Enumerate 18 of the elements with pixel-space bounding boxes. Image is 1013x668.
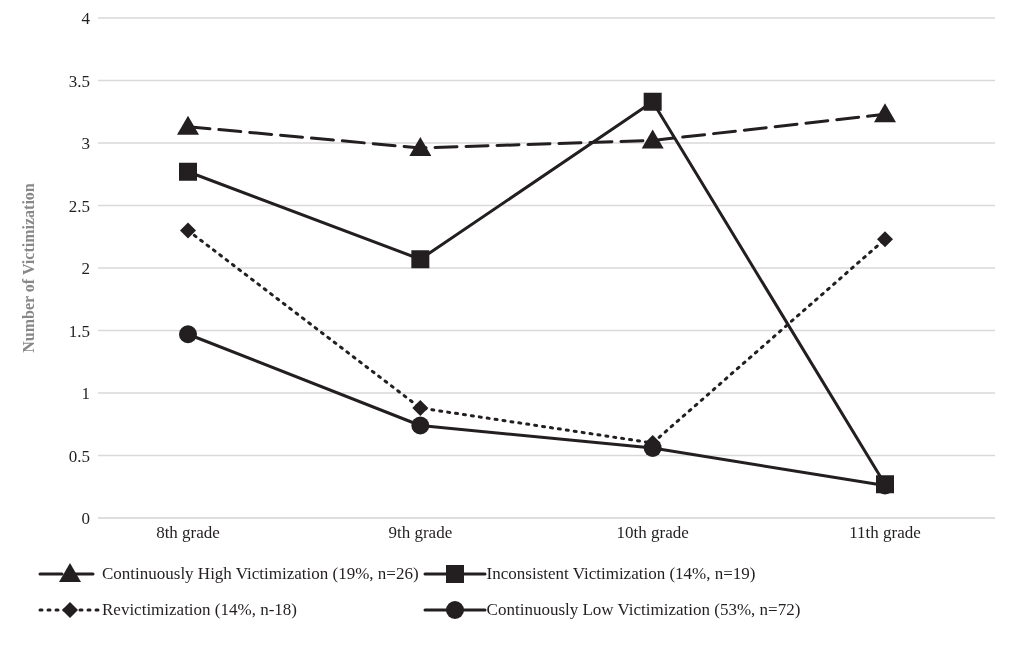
y-tick-label: 3.5 bbox=[68, 71, 90, 91]
y-tick-label: 0 bbox=[81, 509, 90, 529]
x-tick-label: 9th grade bbox=[388, 523, 453, 543]
y-axis-title: Number of Victimization bbox=[19, 183, 37, 353]
legend-label: Continuously High Victimization (19%, n=26) bbox=[102, 564, 419, 584]
legend-label: Revictimization (14%, n-18) bbox=[102, 600, 297, 620]
x-tick-label: 8th grade bbox=[156, 523, 220, 543]
y-tick-label: 1.5 bbox=[68, 321, 90, 341]
y-tick-label: 2 bbox=[81, 259, 90, 279]
y-tick-label: 3 bbox=[81, 134, 90, 154]
y-tick-label: 1 bbox=[81, 384, 90, 404]
y-tick-label: 2.5 bbox=[68, 196, 90, 216]
y-tick-label: 4 bbox=[81, 9, 91, 29]
x-tick-label: 10th grade bbox=[616, 523, 689, 543]
legend-label: Continuously Low Victimization (53%, n=72) bbox=[486, 600, 801, 620]
legend-label: Inconsistent Victimization (14%, n=19) bbox=[486, 564, 756, 584]
y-tick-label: 0.5 bbox=[68, 446, 90, 466]
x-tick-label: 11th grade bbox=[849, 523, 921, 543]
